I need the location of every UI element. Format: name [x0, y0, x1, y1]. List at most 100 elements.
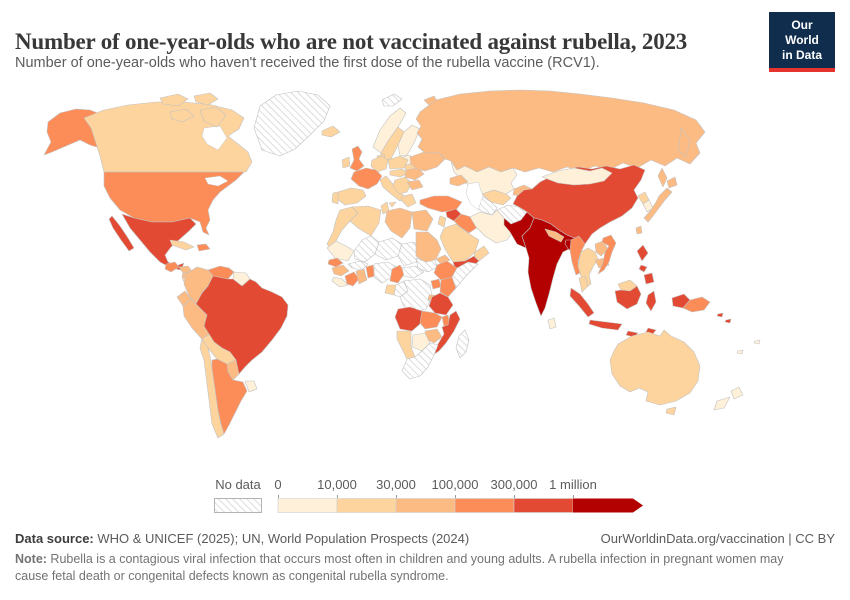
chart-footer: Data source: WHO & UNICEF (2025); UN, Wo… — [15, 531, 835, 546]
morocco-region[interactable] — [326, 206, 359, 249]
australia-region[interactable] — [665, 406, 677, 416]
eritrea-region[interactable] — [435, 254, 451, 265]
uganda-region[interactable] — [430, 278, 442, 290]
usa-region[interactable] — [103, 171, 245, 236]
fiji-region[interactable] — [753, 339, 761, 345]
madagascar-region[interactable] — [455, 329, 470, 359]
poland-region[interactable] — [387, 155, 409, 170]
world-choropleth-map[interactable] — [0, 85, 850, 470]
legend-colorbar[interactable] — [214, 495, 646, 515]
canada-region[interactable] — [159, 93, 189, 107]
legend-tick-5: 1 million — [549, 477, 597, 492]
angola-region[interactable] — [394, 306, 423, 332]
south-africa-region[interactable] — [401, 342, 439, 380]
portugal-region[interactable] — [331, 191, 339, 205]
philippines-region[interactable] — [636, 244, 649, 262]
finland-region[interactable] — [397, 124, 421, 157]
legend-bin-1 — [336, 498, 397, 513]
cameroon-region[interactable] — [389, 264, 406, 284]
spain-region[interactable] — [336, 187, 367, 206]
niger-region[interactable] — [374, 237, 403, 261]
hispaniola-region[interactable] — [196, 243, 211, 252]
iceland-region[interactable] — [321, 125, 341, 138]
japan-region[interactable] — [643, 187, 673, 223]
mozambique-region[interactable] — [432, 310, 461, 356]
bulgaria-region[interactable] — [406, 179, 424, 191]
new-zealand-region[interactable] — [730, 386, 744, 400]
attribution-link[interactable]: OurWorldinData.org/vaccination | CC BY — [600, 531, 835, 546]
italy-region[interactable] — [388, 201, 397, 208]
sudan-region[interactable] — [415, 231, 442, 264]
chad-region[interactable] — [397, 241, 421, 267]
philippines-region[interactable] — [643, 272, 655, 285]
indonesia-region[interactable] — [588, 319, 623, 331]
russia-region[interactable] — [657, 167, 668, 188]
legend-tick-2: 30,000 — [376, 477, 416, 492]
russia-region[interactable] — [677, 127, 691, 158]
kenya-region[interactable] — [439, 276, 457, 298]
philippines-region[interactable] — [638, 264, 648, 273]
guatemala-region[interactable] — [164, 261, 180, 273]
solomon-islands-region[interactable] — [724, 318, 732, 324]
ireland-region[interactable] — [341, 156, 351, 169]
vietnam-region[interactable] — [597, 234, 617, 275]
france-region[interactable] — [350, 167, 383, 190]
mexico-region[interactable] — [108, 215, 135, 252]
saudi-arabia-region[interactable] — [439, 223, 480, 263]
cuba-region[interactable] — [169, 239, 195, 251]
owid-logo[interactable]: Our World in Data — [769, 12, 835, 72]
uruguay-region[interactable] — [244, 380, 258, 393]
legend-tick-1: 10,000 — [317, 477, 357, 492]
ivory-coast-region[interactable] — [344, 271, 360, 287]
togo-benin-region[interactable] — [365, 264, 376, 279]
caucasus-region[interactable] — [449, 174, 469, 187]
levant-region[interactable] — [437, 215, 447, 228]
russia-region[interactable] — [415, 89, 706, 173]
data-source-text[interactable]: WHO & UNICEF (2025); UN, World Populatio… — [93, 531, 470, 546]
papua-new-guinea-region[interactable] — [682, 296, 711, 313]
burkina-faso-region[interactable] — [347, 260, 369, 271]
canada-region[interactable] — [199, 106, 227, 128]
data-source-label: Data source: — [15, 531, 94, 546]
sri-lanka-region[interactable] — [547, 317, 557, 330]
mongolia-region[interactable] — [541, 167, 613, 186]
svalbard-region[interactable] — [381, 93, 403, 107]
sierra-leone-liberia-region[interactable] — [331, 276, 349, 288]
malaysia-region[interactable] — [578, 275, 589, 293]
greenland-region[interactable] — [253, 90, 331, 157]
greece-region[interactable] — [400, 193, 417, 208]
argentina-region[interactable] — [211, 358, 248, 435]
canada-region[interactable] — [193, 92, 219, 106]
senegal-region[interactable] — [327, 257, 344, 268]
tanzania-region[interactable] — [428, 292, 454, 316]
nepal-region[interactable] — [544, 228, 565, 243]
czech-hungary-region[interactable] — [389, 168, 410, 178]
solomon-islands-region[interactable] — [716, 312, 724, 318]
australia-region[interactable] — [609, 329, 701, 406]
guinea-region[interactable] — [331, 264, 350, 277]
legend-bin-2 — [395, 498, 456, 513]
mali-region[interactable] — [353, 235, 380, 263]
canada-region[interactable] — [169, 108, 195, 123]
mexico-region[interactable] — [121, 213, 197, 271]
legend-bin-3 — [454, 498, 515, 513]
page-title: Number of one-year-olds who are not vacc… — [15, 29, 688, 55]
new-zealand-region[interactable] — [713, 396, 731, 411]
libya-region[interactable] — [384, 207, 413, 239]
indonesia-region[interactable] — [645, 290, 657, 312]
egypt-region[interactable] — [411, 209, 434, 232]
canada-region[interactable] — [83, 101, 253, 173]
legend-bin-4 — [513, 498, 574, 513]
oman-region[interactable] — [473, 245, 490, 262]
germany-region[interactable] — [370, 155, 389, 173]
japan-region[interactable] — [666, 176, 678, 189]
indonesia-region[interactable] — [614, 285, 642, 310]
pacific-island-region[interactable] — [736, 349, 744, 355]
legend-bin-0 — [277, 498, 338, 513]
taiwan-region[interactable] — [635, 225, 643, 235]
ghana-region[interactable] — [355, 268, 368, 285]
uk-region[interactable] — [349, 145, 365, 172]
central-african-republic-region[interactable] — [401, 265, 425, 279]
zambia-region[interactable] — [419, 310, 443, 330]
indonesia-region[interactable] — [569, 287, 595, 318]
